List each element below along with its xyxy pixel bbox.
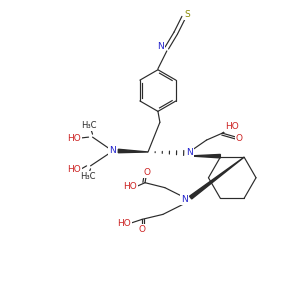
Text: HO: HO: [117, 219, 131, 228]
Text: N: N: [181, 195, 188, 204]
Text: O: O: [143, 168, 151, 177]
Text: HO: HO: [67, 165, 81, 174]
Text: O: O: [139, 225, 145, 234]
Text: S: S: [185, 10, 191, 19]
Text: HO: HO: [225, 122, 239, 131]
Text: N: N: [158, 43, 164, 52]
Text: H₃C: H₃C: [80, 172, 95, 181]
Polygon shape: [190, 157, 244, 199]
Polygon shape: [190, 154, 220, 158]
Polygon shape: [118, 149, 148, 153]
Text: O: O: [236, 134, 243, 142]
Text: N: N: [109, 146, 116, 155]
Text: HO: HO: [123, 182, 137, 191]
Text: H₃C: H₃C: [81, 121, 96, 130]
Text: HO: HO: [67, 134, 81, 142]
Text: N: N: [186, 148, 193, 158]
